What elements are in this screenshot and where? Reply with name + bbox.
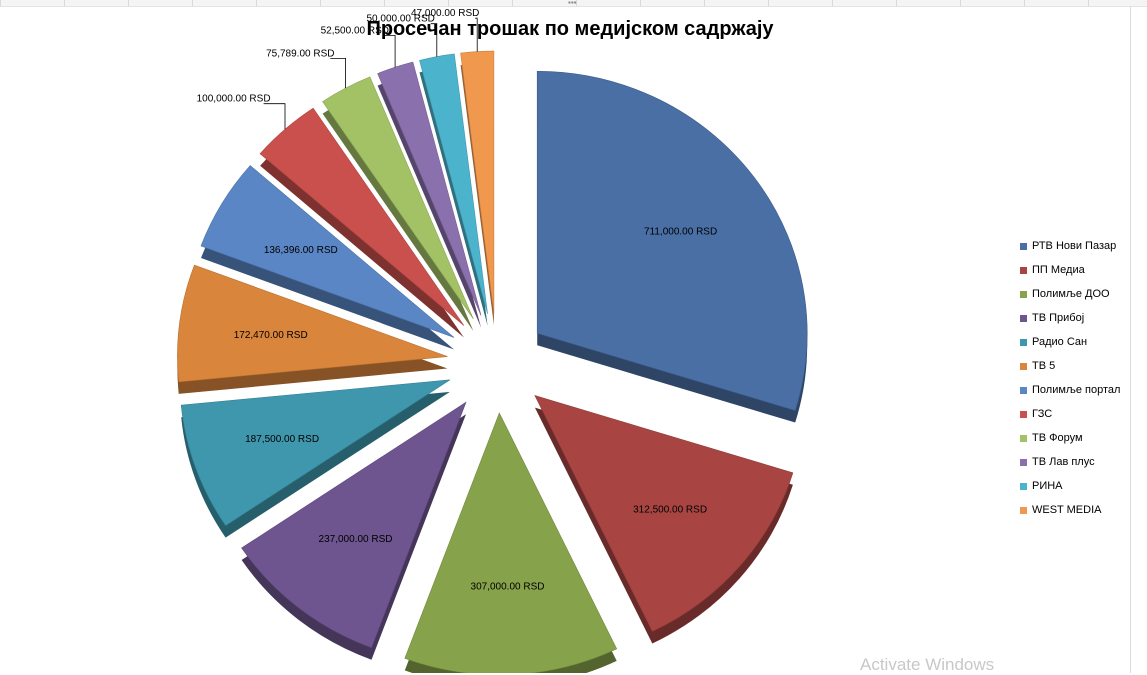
legend-label: WEST MEDIA — [1032, 504, 1102, 516]
legend-swatch — [1020, 410, 1027, 418]
legend-label: РТВ Нови Пазар — [1032, 240, 1117, 252]
legend-label: ГЗС — [1032, 408, 1053, 420]
pie-data-label-5: 187,500.00 RSD — [245, 434, 319, 445]
pie-data-label-12: 47,000.00 RSD — [411, 8, 479, 19]
pie-data-label-10: 52,500.00 RSD — [321, 25, 389, 36]
legend-item-9: ТВ Форум — [1020, 426, 1120, 450]
legend-item-11: РИНА — [1020, 474, 1120, 498]
legend-item-2: ПП Медиа — [1020, 258, 1120, 282]
resize-handle[interactable]: ▪▪▪ — [568, 0, 577, 7]
legend-item-1: РТВ Нови Пазар — [1020, 234, 1120, 258]
legend-item-8: ГЗС — [1020, 402, 1120, 426]
pie-data-label-4: 237,000.00 RSD — [319, 534, 393, 545]
leader-line-11 — [430, 23, 438, 57]
legend-label: Полимље ДОО — [1032, 288, 1110, 300]
legend-item-7: Полимље портал — [1020, 378, 1120, 402]
activation-watermark: Activate Windows — [860, 655, 995, 674]
legend-label: Радио Сан — [1032, 336, 1088, 348]
legend-item-4: ТВ Прибој — [1020, 306, 1120, 330]
pie-data-label-6: 172,470.00 RSD — [234, 330, 308, 341]
leader-line-12 — [475, 17, 478, 52]
pie-slice-12[interactable] — [460, 50, 495, 314]
chart-legend: РТВ Нови Пазар ПП Медиа Полимље ДОО ТВ Приб… — [1020, 234, 1120, 522]
column-header-strip — [0, 0, 1147, 7]
legend-swatch — [1020, 482, 1027, 490]
legend-item-12: WEST MEDIA — [1020, 498, 1120, 522]
legend-swatch — [1020, 290, 1027, 298]
pie-slice-side-11 — [419, 65, 488, 326]
legend-swatch — [1020, 386, 1027, 394]
pie-data-label-7: 136,396.00 RSD — [264, 245, 338, 256]
pie-slice-5[interactable] — [180, 379, 451, 527]
leader-line-9 — [330, 58, 347, 89]
legend-label: ТВ Форум — [1032, 432, 1083, 444]
pie-data-label-2: 312,500.00 RSD — [633, 504, 707, 515]
pie-data-label-9: 75,789.00 RSD — [266, 48, 334, 59]
pie-data-label-8: 100,000.00 RSD — [197, 94, 271, 105]
pie-chart: 711,000.00 RSD 312,500.00 RSD 307,000.00 R… — [177, 8, 808, 673]
pie-slice-7[interactable] — [200, 165, 455, 338]
pie-data-label-1: 711,000.00 RSD — [644, 227, 717, 238]
legend-label: ТВ Лав плус — [1032, 456, 1095, 468]
leader-line-10 — [384, 34, 396, 68]
pie-slice-side-10 — [377, 74, 482, 328]
chart-area[interactable]: 711,000.00 RSD 312,500.00 RSD 307,000.00 R… — [0, 6, 1147, 673]
legend-swatch — [1020, 266, 1027, 274]
pie-data-label-3: 307,000.00 RSD — [471, 582, 545, 593]
legend-label: ТВ 5 — [1032, 360, 1056, 372]
leader-line-8 — [263, 103, 286, 130]
legend-swatch — [1020, 506, 1027, 514]
pie-slice-9[interactable] — [322, 76, 474, 320]
legend-item-3: Полимље ДОО — [1020, 282, 1120, 306]
pie-data-label-11: 50,000.00 RSD — [367, 14, 435, 25]
legend-swatch — [1020, 434, 1027, 442]
pie-slice-1[interactable] — [536, 70, 808, 411]
legend-swatch — [1020, 242, 1027, 250]
legend-item-10: ТВ Лав плус — [1020, 450, 1120, 474]
legend-swatch — [1020, 338, 1027, 346]
legend-label: ТВ Прибој — [1032, 312, 1085, 324]
pie-slice-6[interactable] — [177, 264, 448, 383]
chart-title: Просечан трошак по медијском садржају — [366, 18, 774, 40]
legend-label: Полимље портал — [1032, 384, 1121, 396]
legend-swatch — [1020, 362, 1027, 370]
pie-slice-2[interactable] — [534, 395, 794, 632]
pie-slice-3[interactable] — [404, 412, 618, 673]
legend-label: РИНА — [1032, 480, 1063, 492]
pie-slice-4[interactable] — [241, 401, 467, 649]
pie-slice-10[interactable] — [377, 61, 482, 316]
legend-label: ПП Медиа — [1032, 264, 1085, 276]
legend-swatch — [1020, 458, 1027, 466]
legend-item-5: Радио Сан — [1020, 330, 1120, 354]
sheet-gridline — [1130, 6, 1131, 673]
legend-swatch — [1020, 314, 1027, 322]
legend-item-6: ТВ 5 — [1020, 354, 1120, 378]
